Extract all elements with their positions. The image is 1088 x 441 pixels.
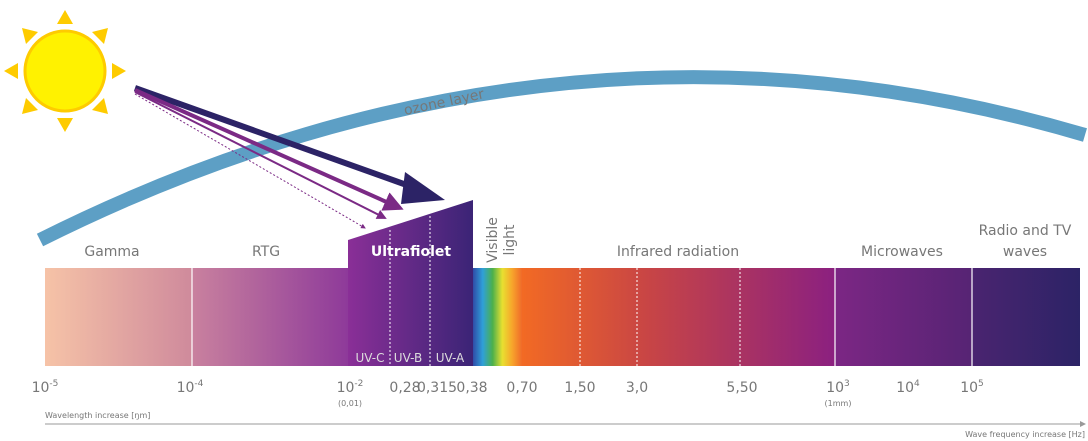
- tick-text: 0,38: [456, 380, 487, 396]
- tick-label: 0,315: [417, 380, 457, 396]
- band-label: Gamma: [84, 244, 139, 260]
- band-label: waves: [1003, 244, 1047, 260]
- tick-exponent: 3: [844, 379, 850, 389]
- tick-text: 10: [32, 380, 50, 396]
- tick-label: 0,70: [506, 380, 537, 396]
- tick-label: 0,28: [389, 380, 420, 396]
- band-label: light: [502, 224, 518, 256]
- tick-note: (1mm): [825, 399, 852, 408]
- tick-exponent: -2: [354, 379, 363, 389]
- tick-label: 3,0: [626, 380, 648, 396]
- tick-text: 10: [960, 380, 978, 396]
- tick-label: 0,38: [456, 380, 487, 396]
- tick-text: 5,50: [726, 380, 757, 396]
- tick-text: 10: [896, 380, 914, 396]
- tick-text: 10: [337, 380, 355, 396]
- spectrum-bar: [45, 200, 1080, 366]
- band-label: RTG: [252, 244, 280, 260]
- wavelength-label: Wavelength increase [ŋm]: [45, 411, 150, 420]
- uv-label: UV-A: [436, 351, 465, 365]
- band-label: Microwaves: [861, 244, 943, 260]
- uv-label: UV-B: [394, 351, 422, 365]
- tick-text: 3,0: [626, 380, 648, 396]
- band-label: Radio and TV: [979, 223, 1072, 239]
- band-label: Visible: [485, 217, 501, 263]
- tick-text: 0,315: [417, 380, 457, 396]
- tick-exponent: 4: [914, 379, 920, 389]
- ozone-layer: [36, 70, 1087, 247]
- tick-label: 10-2: [337, 379, 364, 396]
- tick-label: 10-4: [177, 379, 204, 396]
- tick-text: 0,28: [389, 380, 420, 396]
- tick-label: 105: [960, 379, 984, 396]
- ozone-label: ozone layer: [403, 86, 486, 119]
- tick-text: 1,50: [564, 380, 595, 396]
- tick-exponent: 5: [978, 379, 984, 389]
- tick-note: (0,01): [338, 399, 362, 408]
- uv-label: UV-C: [356, 351, 385, 365]
- tick-exponent: -4: [194, 379, 203, 389]
- tick-text: 10: [826, 380, 844, 396]
- tick-text: 0,70: [506, 380, 537, 396]
- tick-label: 10-5: [32, 379, 59, 396]
- sun: [4, 10, 126, 132]
- tick-text: 10: [177, 380, 195, 396]
- band-label: Ultrafiolet: [371, 244, 452, 260]
- rays: [133, 85, 445, 229]
- band-label: Infrared radiation: [617, 244, 739, 260]
- frequency-label: Wave frequency increase [Hz]: [965, 430, 1085, 439]
- tick-label: 104: [896, 379, 920, 396]
- tick-label: 1,50: [564, 380, 595, 396]
- tick-label: 5,50: [726, 380, 757, 396]
- tick-label: 103: [826, 379, 850, 396]
- tick-exponent: -5: [49, 379, 58, 389]
